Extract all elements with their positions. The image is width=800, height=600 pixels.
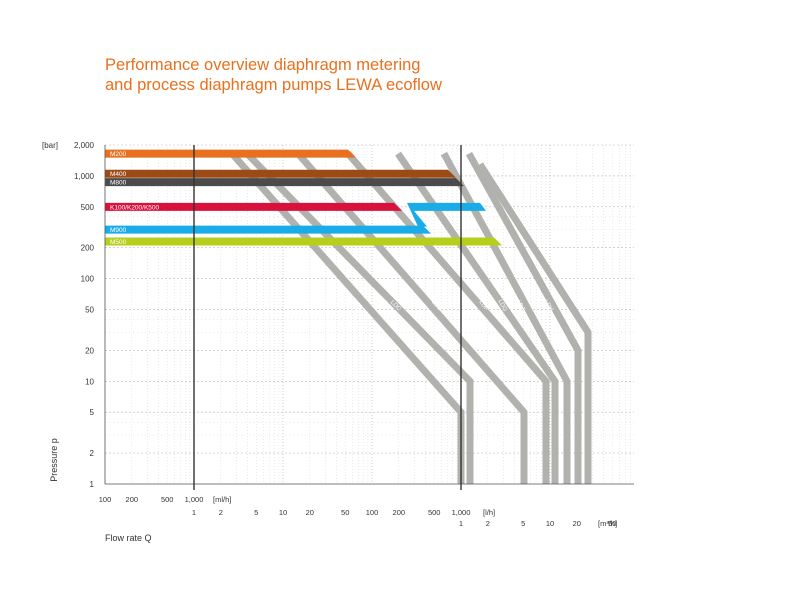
x-tick-label: 5 (254, 508, 258, 517)
x-tick-label: 1 (192, 508, 196, 517)
chart-title-line-1: Performance overview diaphragm metering (105, 56, 421, 74)
x-tick-label: 2 (219, 508, 223, 517)
y-tick-label: 500 (81, 203, 95, 212)
x-tick-label: 500 (161, 495, 174, 504)
x-tick-label: 1,000 (452, 508, 471, 517)
diaphragm-head-label: LDZ (515, 299, 526, 312)
chart-axes: [bar] Pressure p Flow rate Q 1 2 5 10 20 50 10… (42, 141, 634, 543)
x-unit-label: [ml/h] (213, 495, 231, 504)
x-tick-label: 10 (546, 519, 554, 528)
diaphragm-band-ldg (440, 151, 571, 484)
y-tick-label: 5 (90, 408, 95, 417)
y-tick-label: 100 (81, 275, 95, 284)
diaphragm-head-label: LDF (477, 299, 489, 312)
y-tick-label: 1,000 (74, 172, 95, 181)
x-tick-label: 50 (341, 508, 349, 517)
y-tick-label: 2,000 (74, 141, 95, 150)
y-tick-label: 50 (85, 306, 94, 315)
chart-title: Performance overview diaphragm metering … (105, 55, 442, 95)
x-tick-label: 10 (279, 508, 287, 517)
y-tick-label: 20 (85, 346, 94, 355)
pump-bar-label: M400 (110, 171, 127, 178)
y-axis-title: Pressure p (49, 438, 59, 482)
pump-bar-m500 (105, 237, 502, 246)
x-tick-label: 50 (608, 519, 616, 528)
pump-bar-k100-k200-k500 (105, 202, 402, 211)
diaphragm-head-label: LDG (497, 299, 508, 313)
pump-bar-label: M200 (110, 151, 127, 158)
x-tick-label: 1,000 (185, 495, 204, 504)
x-tick-label: 100 (366, 508, 379, 517)
x-tick-label: 200 (393, 508, 406, 517)
diaphragm-head-label: LDH (542, 299, 554, 312)
x-tick-label: 5 (521, 519, 525, 528)
diaphragm-band-ldz (465, 151, 582, 484)
pump-bar-label: M500 (110, 239, 127, 246)
x-tick-label: 200 (126, 495, 139, 504)
pump-bar-m400 (105, 169, 456, 178)
y-tick-label: 10 (85, 377, 94, 386)
pump-bar-m200 (105, 149, 356, 158)
chart-title-line-2: and process diaphragm pumps LEWA ecoflow (105, 76, 442, 94)
x-tick-label: 1 (459, 519, 463, 528)
x-axis-title: Flow rate Q (105, 533, 152, 543)
pump-bar-m800 (105, 178, 464, 187)
x-tick-label: 20 (573, 519, 581, 528)
x-tick-label: 100 (99, 495, 112, 504)
y-tick-label: 200 (81, 244, 95, 253)
pump-bar-m900 (105, 225, 431, 234)
y-axis-unit: [bar] (42, 141, 58, 150)
pump-series-bars: M200 M400 M800 K100/K200/K500 M900 M500 (105, 149, 502, 246)
x-tick-label: 20 (306, 508, 314, 517)
diaphragm-band-ldh (477, 162, 592, 484)
pump-bar-m900-extension (407, 202, 486, 227)
pump-bar-label: M800 (110, 180, 127, 187)
y-tick-label: 1 (90, 480, 95, 489)
x-unit-label: [l/h] (483, 508, 495, 517)
x-tick-label: 500 (428, 508, 441, 517)
x-unit-label: [m³/h] (598, 519, 617, 528)
pump-bar-label: M900 (110, 227, 127, 234)
diaphragm-band-ldf (395, 151, 559, 484)
diaphragm-head-label: LDE (453, 300, 465, 313)
pump-bar-label: K100/K200/K500 (110, 204, 160, 211)
y-tick-label: 2 (90, 449, 95, 458)
x-tick-label: 2 (486, 519, 490, 528)
